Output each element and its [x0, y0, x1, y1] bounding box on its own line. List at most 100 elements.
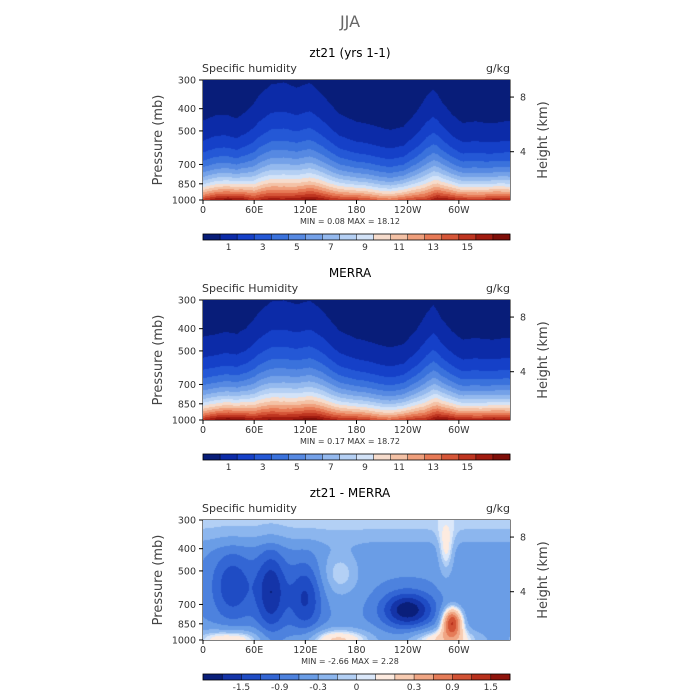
- field-image-2: [203, 300, 510, 420]
- colorbar-swatch: [305, 454, 323, 460]
- colorbar-label: 11: [393, 463, 404, 473]
- y-axis-label: Pressure (mb): [151, 315, 166, 406]
- colorbar-swatch: [203, 674, 223, 680]
- colorbar-swatch: [322, 234, 340, 240]
- y-tick-label: 400: [178, 324, 196, 335]
- x-tick-label: 180: [347, 645, 365, 656]
- y-tick-label: 850: [178, 619, 196, 630]
- colorbar-swatch: [298, 674, 319, 680]
- y2-axis-label: Height (km): [536, 541, 551, 618]
- x-tick-label: 60W: [448, 425, 470, 436]
- x-tick-label: 120E: [293, 425, 317, 436]
- x-tick-label: 60E: [245, 425, 263, 436]
- y-tick-label: 700: [178, 380, 196, 391]
- y-tick-label: 1000: [172, 196, 196, 207]
- colorbar-label: 15: [462, 463, 473, 473]
- colorbar-label: 1: [226, 463, 232, 473]
- colorbar-swatch: [356, 234, 374, 240]
- min-max-label: MIN = -2.66 MAX = 2.28: [301, 657, 399, 666]
- colorbar-swatch: [414, 674, 434, 680]
- y-tick-label: 500: [178, 566, 196, 577]
- colorbar-label: 3: [260, 463, 266, 473]
- variable-label: Specific humidity: [202, 502, 297, 515]
- colorbar-swatch: [407, 454, 426, 460]
- colorbar-label: 0: [354, 683, 360, 693]
- colorbar-swatch: [441, 234, 460, 240]
- colorbar-swatch: [390, 234, 408, 240]
- y-tick-label: 1000: [172, 636, 196, 647]
- y-tick-label: 700: [178, 160, 196, 171]
- colorbar-swatch: [288, 454, 306, 460]
- colorbar-swatch: [241, 674, 261, 680]
- colorbar-label: 7: [328, 463, 334, 473]
- colorbar-swatch: [356, 674, 376, 680]
- x-tick-label: 180: [347, 425, 365, 436]
- colorbar-swatch: [305, 234, 323, 240]
- colorbar-swatch: [271, 234, 289, 240]
- colorbar-swatch: [458, 234, 477, 240]
- colorbar-swatch: [237, 234, 255, 240]
- colorbar-swatch: [407, 234, 426, 240]
- x-tick-label: 60E: [245, 205, 263, 216]
- x-tick-label: 120E: [293, 205, 317, 216]
- x-tick-label: 120W: [394, 205, 422, 216]
- colorbar-swatch: [441, 454, 460, 460]
- y2-tick-label: 4: [520, 147, 526, 158]
- colorbar-swatch: [490, 674, 511, 680]
- panel-title: MERRA: [329, 266, 372, 280]
- colorbar-swatch: [260, 674, 281, 680]
- panels-group: zt21 (yrs 1-1)Specific humidity g/kg30040…: [151, 46, 551, 693]
- colorbar-swatch: [203, 454, 221, 460]
- colorbar-label: 1.5: [484, 683, 498, 693]
- units-label: g/kg: [486, 502, 510, 515]
- figure-title: JJA: [339, 12, 360, 31]
- colorbar-swatch: [203, 234, 221, 240]
- panel-title: zt21 (yrs 1-1): [309, 46, 390, 60]
- colorbar-swatch: [339, 234, 357, 240]
- colorbar-label: 5: [294, 243, 300, 253]
- min-max-label: MIN = 0.17 MAX = 18.72: [300, 437, 400, 446]
- colorbar-swatch: [492, 234, 511, 240]
- colorbar-swatch: [271, 454, 289, 460]
- colorbar-swatch: [337, 674, 357, 680]
- field-image-1: [203, 80, 510, 200]
- colorbar-swatch: [254, 234, 272, 240]
- y2-axis-label: Height (km): [536, 321, 551, 398]
- x-tick-label: 180: [347, 205, 365, 216]
- colorbar-swatch: [356, 454, 374, 460]
- colorbar-swatch: [322, 454, 340, 460]
- colorbar-swatch: [394, 674, 415, 680]
- x-tick-label: 120W: [394, 425, 422, 436]
- variable-label: Specific Humidity: [202, 282, 299, 295]
- y-tick-label: 1000: [172, 416, 196, 427]
- colorbar-swatch: [373, 234, 391, 240]
- x-tick-label: 60W: [448, 645, 470, 656]
- y-tick-label: 850: [178, 399, 196, 410]
- y2-axis-label: Height (km): [536, 101, 551, 178]
- colorbar-label: 15: [462, 243, 473, 253]
- y-axis-label: Pressure (mb): [151, 95, 166, 186]
- x-tick-label: 60W: [448, 205, 470, 216]
- colorbar-swatch: [475, 454, 494, 460]
- x-tick-label: 0: [200, 645, 206, 656]
- colorbar-swatch: [318, 674, 338, 680]
- min-max-label: MIN = 0.08 MAX = 18.12: [300, 217, 400, 226]
- y-tick-label: 300: [178, 76, 196, 87]
- colorbar-label: 1: [226, 243, 232, 253]
- y2-tick-label: 8: [520, 533, 526, 544]
- x-tick-label: 60E: [245, 645, 263, 656]
- colorbar-swatch: [433, 674, 453, 680]
- colorbar-label: -1.5: [233, 683, 251, 693]
- colorbar-label: 7: [328, 243, 334, 253]
- colorbar-swatch: [390, 454, 408, 460]
- colorbar-swatch: [222, 674, 242, 680]
- y-axis-label: Pressure (mb): [151, 535, 166, 626]
- colorbar-label: 13: [428, 243, 439, 253]
- y-tick-label: 700: [178, 600, 196, 611]
- colorbar-label: 0.3: [407, 683, 421, 693]
- colorbar-swatch: [375, 674, 396, 680]
- y2-tick-label: 8: [520, 313, 526, 324]
- colorbar-swatch: [452, 674, 472, 680]
